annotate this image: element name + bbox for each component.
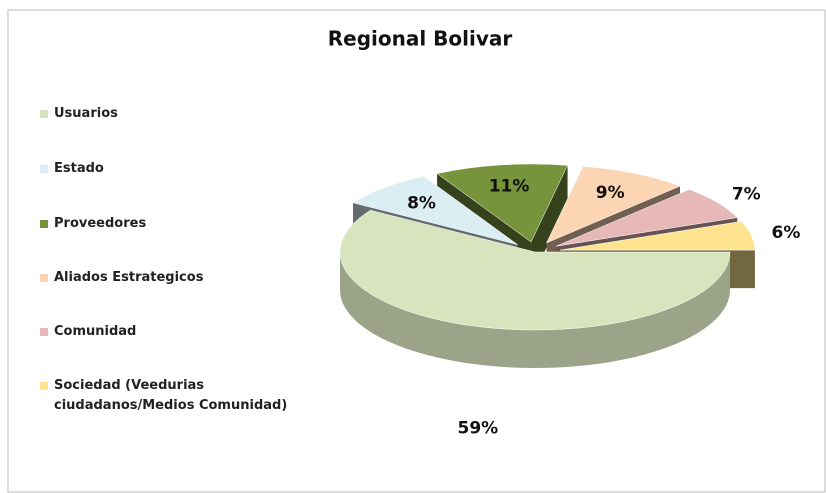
- legend-item: Usuarios: [40, 104, 300, 124]
- data-label: 11%: [489, 177, 530, 197]
- slice-top: [559, 221, 756, 251]
- legend-label: Estado: [54, 161, 104, 176]
- slice-top: [555, 189, 738, 247]
- chart-title: Regional Bolivar: [328, 27, 513, 51]
- data-label: 9%: [596, 183, 625, 203]
- legend-swatch: [40, 382, 48, 390]
- slice-top: [339, 209, 731, 331]
- slice-top: [545, 166, 681, 244]
- legend-swatch: [40, 328, 48, 336]
- legend-item: Proveedores: [40, 214, 300, 234]
- legend-label: Proveedores: [54, 216, 147, 231]
- legend-swatch: [40, 165, 48, 173]
- slice: [339, 209, 731, 368]
- data-label: 8%: [407, 194, 436, 214]
- legend-item: Comunidad: [40, 322, 300, 342]
- legend-item: Sociedad (Veedurias ciudadanos/Medios Co…: [40, 376, 300, 416]
- legend-item: Aliados Estrategicos: [40, 268, 300, 288]
- legend-label: Aliados Estrategicos: [54, 270, 204, 285]
- legend-item: Estado: [40, 159, 300, 179]
- legend-swatch: [40, 220, 48, 228]
- data-label: 7%: [732, 185, 761, 205]
- data-label: 59%: [458, 419, 499, 439]
- slice-top: [436, 163, 568, 243]
- slice-wall: [340, 252, 730, 368]
- slice-side: [531, 165, 568, 280]
- legend-label: Usuarios: [54, 106, 118, 121]
- legend-label: Sociedad (Veedurias ciudadanos/Medios Co…: [54, 378, 288, 413]
- legend-swatch: [40, 110, 48, 118]
- frame: [7, 9, 826, 493]
- legend-swatch: [40, 274, 48, 282]
- data-label: 6%: [771, 223, 800, 243]
- slice-top: [352, 175, 518, 245]
- legend-label: Comunidad: [54, 324, 137, 339]
